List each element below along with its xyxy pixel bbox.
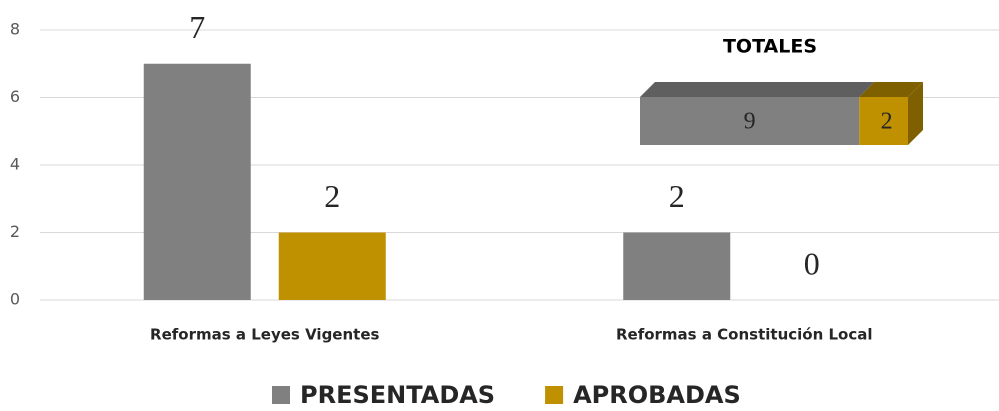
legend-label: APROBADAS bbox=[573, 381, 741, 409]
bar bbox=[623, 232, 731, 300]
bar bbox=[143, 63, 251, 300]
data-label: 7 bbox=[189, 9, 205, 45]
data-label: 2 bbox=[669, 178, 685, 214]
segment-label: 9 bbox=[744, 109, 756, 135]
bar bbox=[278, 232, 386, 300]
legend-label: PRESENTADAS bbox=[300, 381, 495, 409]
legend-swatch bbox=[272, 386, 290, 404]
x-tick-label: Reformas a Leyes Vigentes bbox=[150, 326, 379, 344]
y-tick-label: 2 bbox=[10, 222, 20, 241]
y-tick-label: 6 bbox=[10, 87, 20, 106]
y-tick-label: 8 bbox=[10, 20, 20, 39]
segment-top bbox=[859, 82, 923, 97]
y-tick-label: 0 bbox=[10, 290, 20, 309]
segment-label: 2 bbox=[881, 109, 893, 135]
segment-side bbox=[908, 82, 923, 145]
inset-title: TOTALES bbox=[723, 36, 817, 58]
data-label: 0 bbox=[804, 245, 820, 281]
data-label: 2 bbox=[324, 178, 340, 214]
segment bbox=[859, 97, 908, 145]
segment bbox=[640, 97, 860, 145]
x-tick-label: Reformas a Constitución Local bbox=[616, 326, 873, 344]
y-tick-label: 4 bbox=[10, 155, 20, 174]
legend-swatch bbox=[545, 386, 564, 404]
segment-top bbox=[640, 82, 875, 97]
